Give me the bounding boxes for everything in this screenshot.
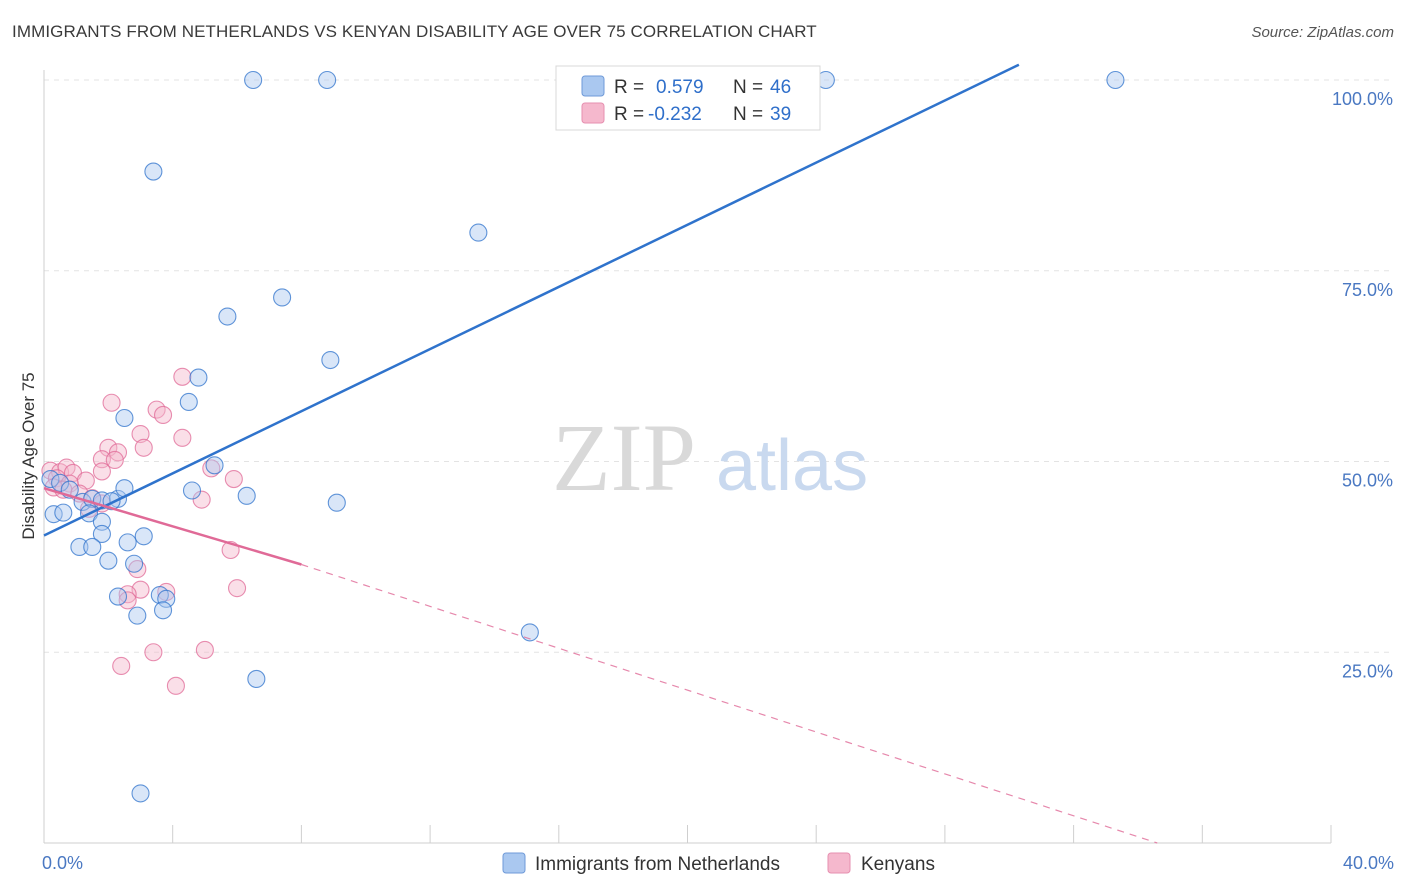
point-kenyans-26: [92, 462, 111, 481]
point-netherlands-22: [182, 481, 202, 500]
series-kenyans: [41, 367, 247, 695]
trend-line-netherlands: [43, 63, 1020, 537]
point-netherlands-5: [469, 223, 488, 242]
point-netherlands-41: [520, 623, 539, 642]
point-netherlands-25: [44, 505, 63, 524]
legend-swatch-blue: [581, 75, 605, 97]
point-kenyans-19: [173, 428, 192, 447]
legend: R = 0.579 N = 46 R = -0.232 N = 39: [555, 65, 821, 131]
point-kenyans-38: [166, 676, 185, 695]
point-netherlands-40: [128, 606, 147, 625]
point-kenyans-18: [131, 424, 150, 444]
legend-n-label-blue: N =: [733, 77, 763, 98]
y-axis-label: Disability Age Over 75: [19, 372, 38, 539]
bottom-legend-label-netherlands: Immigrants from Netherlands: [535, 854, 780, 875]
point-kenyans-35: [144, 643, 163, 662]
point-netherlands-43: [131, 784, 150, 803]
point-kenyans-24: [105, 450, 124, 470]
point-netherlands-33: [83, 537, 102, 557]
point-kenyans-14: [173, 367, 192, 386]
point-netherlands-0: [244, 70, 263, 90]
legend-n-value-pink: 39: [770, 104, 791, 125]
point-netherlands-31: [118, 533, 137, 552]
trend-lines: [43, 63, 1158, 844]
point-netherlands-30: [134, 527, 153, 546]
point-netherlands-13: [41, 469, 60, 489]
trend-line-kenyans-extension: [301, 563, 1158, 844]
point-kenyans-34: [118, 591, 137, 610]
point-kenyans-25: [202, 459, 221, 478]
point-netherlands-29: [92, 524, 111, 544]
y-tick-label-50: 50.0%: [1342, 471, 1393, 491]
x-tick-label-max: 40.0%: [1343, 853, 1394, 873]
x-tick-label-min: 0.0%: [42, 853, 83, 873]
legend-r-label-blue: R =: [614, 77, 644, 98]
y-tick-label-25: 25.0%: [1342, 661, 1393, 681]
point-netherlands-3: [1106, 70, 1125, 90]
legend-r-value-pink: -0.232: [648, 104, 702, 125]
point-netherlands-12: [205, 456, 224, 475]
y-tick-labels: 25.0% 50.0% 75.0% 100.0%: [1332, 89, 1393, 681]
bottom-legend-label-kenyans: Kenyans: [861, 854, 935, 875]
point-netherlands-8: [321, 350, 340, 370]
point-netherlands-7: [218, 307, 237, 326]
gridlines: [44, 79, 1393, 653]
y-tick-label-75: 75.0%: [1342, 280, 1393, 300]
point-kenyans-29: [128, 560, 147, 579]
watermark: ZIP atlas: [552, 404, 868, 511]
chart-source: Source: ZipAtlas.com: [1251, 24, 1394, 41]
point-kenyans-15: [102, 393, 121, 412]
point-kenyans-17: [153, 405, 173, 425]
legend-n-label-pink: N =: [733, 104, 763, 125]
legend-n-value-blue: 46: [770, 77, 791, 98]
point-netherlands-39: [153, 601, 173, 620]
point-kenyans-32: [228, 579, 247, 598]
watermark-atlas: atlas: [716, 426, 868, 506]
series-netherlands: [41, 70, 1125, 803]
point-netherlands-32: [70, 537, 89, 557]
legend-swatch-pink: [581, 102, 605, 124]
bottom-legend-swatch-pink: [827, 852, 851, 874]
point-netherlands-35: [125, 554, 144, 573]
bottom-legend: Immigrants from Netherlands Kenyans: [502, 852, 935, 875]
point-netherlands-11: [115, 408, 134, 428]
y-tick-label-100: 100.0%: [1332, 89, 1393, 109]
axes: [43, 70, 1332, 844]
point-netherlands-6: [273, 288, 292, 307]
point-kenyans-36: [195, 640, 214, 660]
chart-title: IMMIGRANTS FROM NETHERLANDS VS KENYAN DI…: [12, 22, 817, 41]
watermark-zip: ZIP: [552, 404, 696, 511]
point-netherlands-34: [99, 551, 118, 570]
point-netherlands-42: [247, 669, 266, 689]
legend-r-value-blue: 0.579: [656, 77, 704, 98]
point-kenyans-37: [112, 656, 131, 676]
legend-r-label-pink: R =: [614, 104, 644, 125]
point-netherlands-37: [108, 587, 128, 606]
point-netherlands-24: [327, 493, 346, 512]
point-netherlands-26: [54, 503, 73, 522]
point-netherlands-10: [179, 392, 198, 412]
point-netherlands-4: [144, 162, 163, 181]
point-netherlands-9: [189, 368, 208, 387]
trend-line-kenyans: [43, 487, 302, 566]
point-netherlands-14: [51, 473, 70, 492]
point-netherlands-38: [157, 589, 176, 608]
point-netherlands-1: [318, 70, 337, 90]
point-netherlands-23: [237, 486, 256, 505]
point-kenyans-20: [134, 438, 153, 457]
bottom-legend-swatch-blue: [502, 852, 526, 874]
point-kenyans-27: [224, 469, 243, 489]
point-kenyans-13: [192, 490, 211, 509]
